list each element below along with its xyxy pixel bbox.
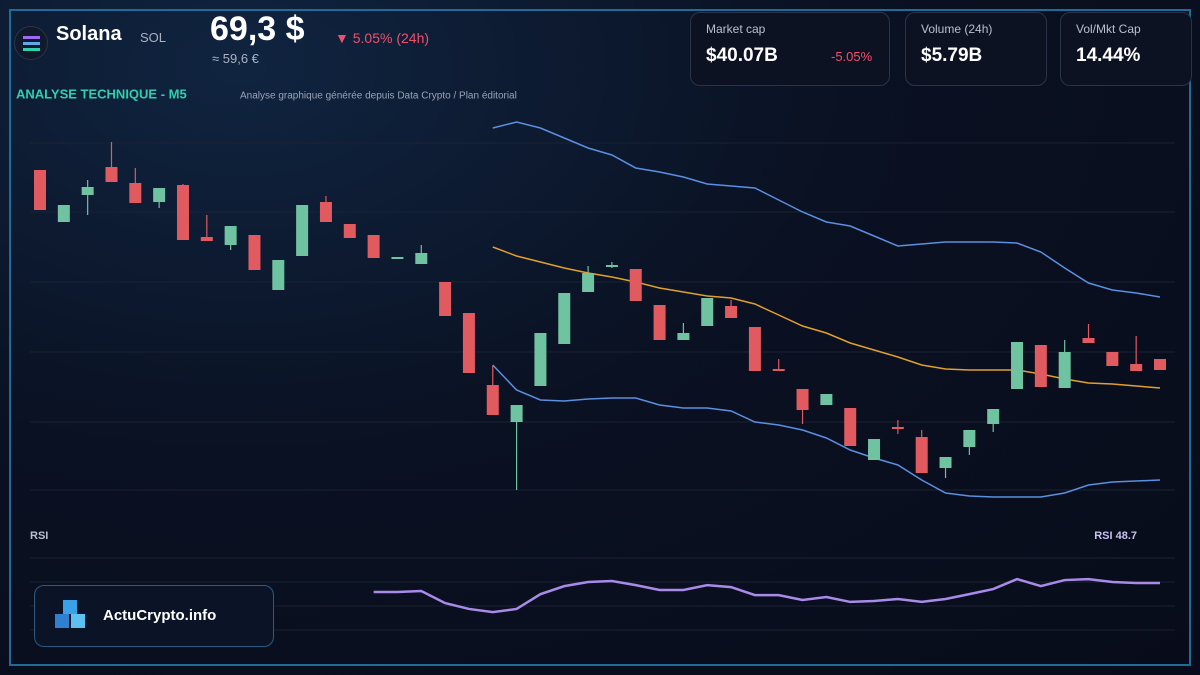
candle-body (1034, 345, 1047, 387)
coin-name: Solana (56, 23, 122, 45)
candle-body (296, 205, 309, 256)
rsi-value: RSI 48.7 (1094, 530, 1137, 542)
candle-body (796, 389, 809, 410)
card-value: $5.79B (921, 45, 983, 66)
card-label: Volume (24h) (921, 22, 993, 36)
candle-body (81, 187, 94, 195)
band-line (492, 246, 1161, 389)
candle-body (57, 205, 70, 222)
card: Vol/Mkt Cap 14.44% (1060, 12, 1192, 86)
brand-badge: ActuCrypto.info (34, 585, 274, 647)
candle-body (248, 235, 261, 270)
brand-name: ActuCrypto.info (103, 607, 217, 624)
logo (14, 26, 48, 60)
candle-body (343, 224, 356, 238)
candle-body (391, 257, 404, 259)
brand-icon (55, 600, 85, 628)
candle-body (534, 333, 547, 386)
candle-body (582, 273, 595, 292)
candle-body (748, 327, 761, 371)
candle-body (677, 333, 690, 340)
coin-symbol: SOL (140, 30, 167, 45)
candle-body (725, 306, 738, 318)
band-line (492, 364, 1161, 498)
candle-body (153, 188, 166, 202)
candle-body (1154, 359, 1166, 370)
rsi-label: RSI (30, 530, 48, 542)
candle-body (34, 170, 46, 210)
candle-body (439, 282, 452, 316)
price-change: ▼ 5.05% (24h) (335, 30, 430, 46)
candle-body (1130, 364, 1143, 371)
candle-body (462, 313, 475, 373)
candle-body (939, 457, 952, 468)
card-value: 14.44% (1076, 45, 1141, 66)
candle-body (653, 305, 666, 340)
grid (30, 142, 1175, 631)
candle-body (415, 253, 428, 264)
candle-body (844, 408, 857, 446)
candle-body (891, 427, 904, 429)
candle-body (510, 405, 523, 422)
candle-body (129, 183, 142, 203)
chart-subtitle: Analyse graphique générée depuis Data Cr… (240, 91, 517, 102)
card-label: Market cap (706, 22, 766, 36)
card-change: -5.05% (831, 49, 873, 64)
candle-body (820, 394, 833, 405)
candle-body (605, 265, 618, 267)
card: Market cap $40.07B -5.05% (690, 12, 890, 86)
candle-body (367, 235, 380, 258)
price: 69,3 $ (210, 10, 305, 48)
candle-body (224, 226, 237, 245)
candle-body (558, 293, 571, 344)
candle-body (1106, 352, 1119, 366)
band-line (492, 121, 1161, 298)
candle-body (486, 385, 499, 415)
candle-body (963, 430, 976, 447)
candle-body (1082, 338, 1095, 343)
chart-title: ANALYSE TECHNIQUE - M5 (16, 86, 187, 101)
candle-body (1011, 342, 1024, 389)
candle-body (272, 260, 285, 290)
card-value: $40.07B (706, 45, 778, 66)
candle-body (1058, 352, 1071, 388)
candle-body (915, 437, 928, 473)
card: Volume (24h) $5.79B (905, 12, 1047, 86)
frame (9, 9, 1191, 666)
rsi-line (373, 577, 1160, 614)
candle-body (629, 269, 642, 301)
candle-body (772, 369, 785, 371)
candle-body (176, 185, 189, 240)
candle-body (319, 202, 332, 222)
card-label: Vol/Mkt Cap (1076, 22, 1141, 36)
candle-body (701, 298, 714, 326)
candle-body (868, 439, 881, 460)
candle-body (105, 167, 118, 182)
candle-body (200, 237, 213, 241)
price-eur: ≈ 59,6 € (212, 51, 259, 66)
candle-body (987, 409, 1000, 424)
